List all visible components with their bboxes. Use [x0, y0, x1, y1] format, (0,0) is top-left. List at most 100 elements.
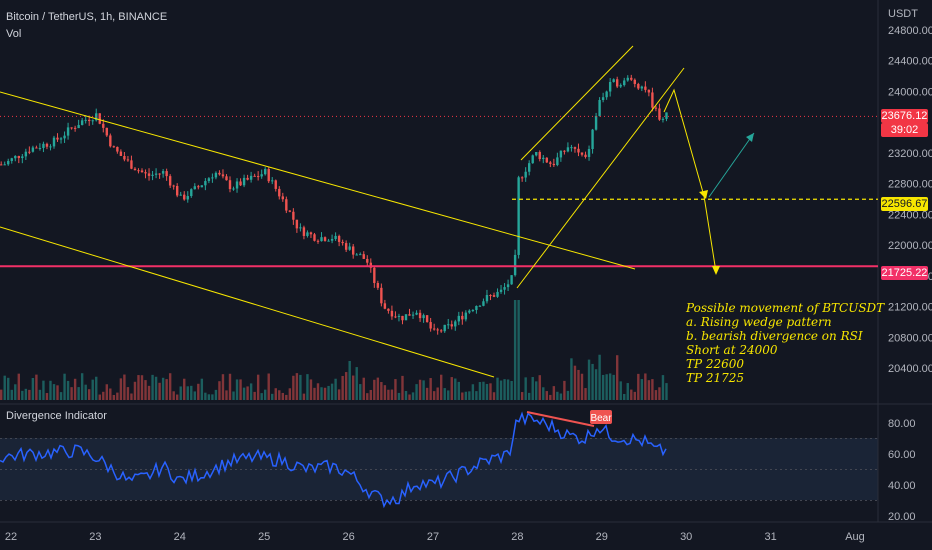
indicator-tick-label: 20.00 [888, 511, 916, 523]
candle-body [334, 235, 337, 239]
volume-bar [506, 379, 510, 400]
time-tick-label: 27 [427, 531, 439, 543]
volume-bar [362, 377, 365, 400]
volume-bar [204, 392, 207, 400]
candle-body [552, 163, 556, 166]
volume-bar [109, 388, 112, 400]
candle-body [214, 172, 218, 178]
volume-bar [38, 389, 42, 400]
candle-body [323, 237, 327, 241]
candle-body [397, 315, 401, 317]
volume-bar [197, 383, 200, 400]
volume-bar [545, 391, 548, 400]
candle-body [510, 275, 513, 285]
candle-body [362, 254, 365, 259]
candle-body [0, 164, 3, 166]
candle-body [573, 147, 577, 149]
volume-bar [616, 355, 619, 400]
candle-body [151, 174, 154, 176]
candle-body [341, 241, 344, 244]
candle-body [77, 124, 80, 129]
volume-bar [510, 380, 513, 400]
candle-body [10, 158, 13, 161]
candle-body [144, 172, 147, 174]
candle-body [344, 243, 348, 250]
candle-body [7, 160, 10, 165]
volume-bar [556, 391, 559, 400]
volume-bar [84, 384, 87, 400]
candle-body [651, 92, 654, 108]
candle-body [447, 324, 450, 326]
candle-body [440, 330, 443, 332]
volume-bar [116, 392, 119, 400]
candle-body [524, 171, 527, 178]
volume-bar [211, 394, 214, 400]
volume-bar [436, 387, 439, 400]
volume-bar [221, 374, 225, 400]
volume-bar [140, 375, 144, 400]
projection-path [663, 88, 717, 273]
annotation-line: TP 21725 [686, 371, 745, 385]
volume-bar [440, 374, 443, 400]
volume-bar [183, 378, 186, 400]
volume-bar [91, 379, 94, 400]
volume-bar [520, 392, 524, 400]
volume-bar [158, 382, 161, 400]
volume-bar [612, 374, 615, 400]
candle-body [302, 227, 306, 236]
volume-bar [619, 381, 622, 400]
volume-bar [235, 379, 239, 400]
candle-body [168, 176, 172, 186]
volume-bar [605, 374, 608, 400]
volume-bar [31, 377, 35, 400]
candle-body [330, 238, 334, 241]
volume-bar [130, 393, 133, 400]
candle-body [3, 164, 6, 166]
candle-body [211, 177, 214, 179]
volume-bar [524, 377, 527, 400]
volume-bar [228, 373, 232, 400]
candle-body [496, 291, 499, 297]
volume-bar [299, 374, 302, 400]
volume-bar [394, 379, 397, 400]
volume-bar [172, 391, 175, 400]
candle-body [299, 227, 302, 229]
time-tick-label: 29 [596, 531, 608, 543]
candle-body [559, 150, 563, 158]
volume-bar [542, 387, 545, 400]
candle-body [542, 157, 545, 160]
candle-body [119, 151, 123, 156]
candle-body [566, 147, 570, 152]
candle-body [549, 162, 552, 164]
volume-bar [21, 390, 24, 400]
candle-body [457, 315, 460, 322]
volume-bar [95, 376, 98, 400]
rsi-line [0, 411, 667, 509]
volume-bar [355, 367, 358, 400]
candle-body [260, 174, 263, 177]
volume-bar [637, 373, 640, 400]
candle-body [443, 324, 446, 332]
candle-body [580, 152, 584, 155]
candle-body [355, 254, 358, 256]
tp1-price-tag: 22596.67 [881, 197, 928, 211]
volume-bar [492, 392, 496, 400]
volume-bar [651, 379, 654, 400]
candle-body [66, 127, 70, 136]
volume-bar [658, 387, 661, 400]
volume-bar [630, 389, 633, 400]
volume-bar [288, 388, 292, 400]
volume-bar [52, 384, 56, 400]
annotation-line: TP 22600 [686, 357, 745, 371]
candle-body [616, 79, 619, 87]
volume-bar [432, 391, 436, 400]
volume-bar [503, 379, 506, 400]
volume-bar [323, 387, 327, 400]
candle-body [520, 177, 524, 179]
volume-bar [411, 392, 415, 400]
candle-body [665, 112, 668, 119]
volume-bar [292, 375, 295, 400]
candle-body [154, 173, 158, 175]
volume-bar [214, 389, 218, 400]
